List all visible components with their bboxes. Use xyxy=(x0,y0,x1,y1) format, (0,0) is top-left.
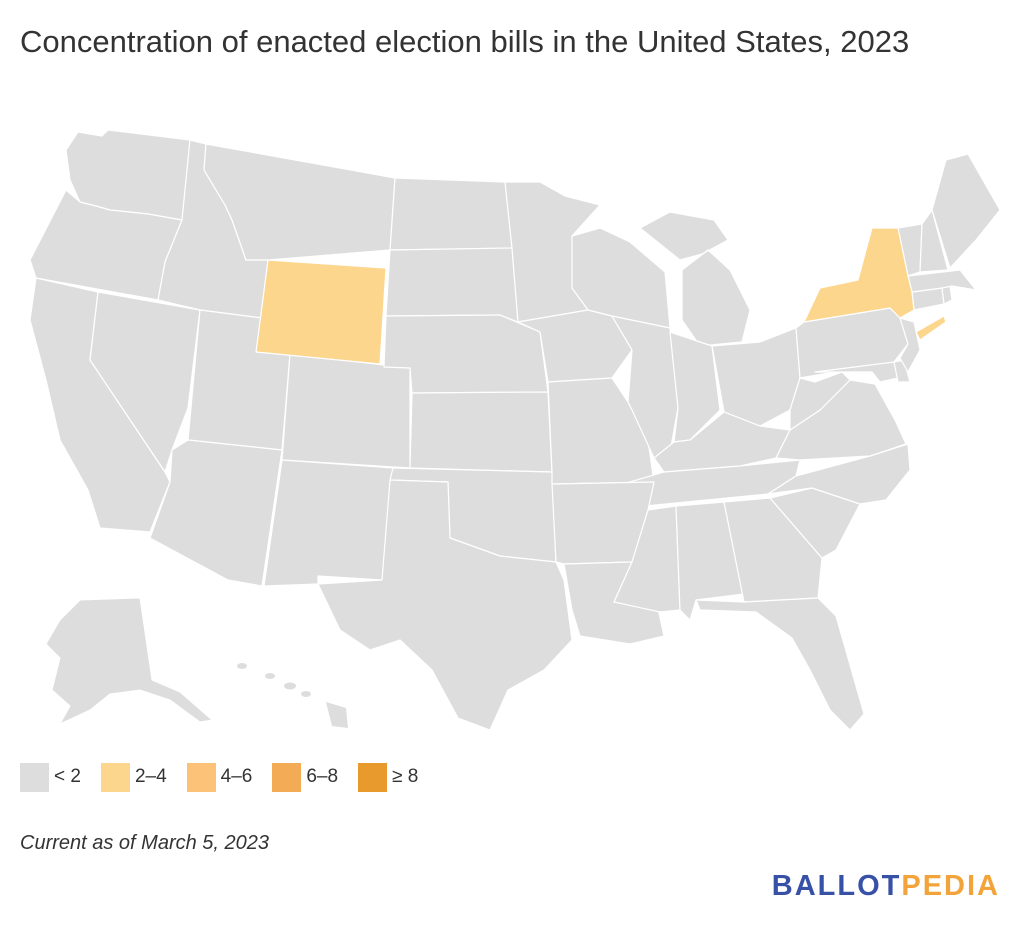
legend-swatch xyxy=(358,762,388,792)
legend: < 2 2–4 4–6 6–8 ≥ 8 xyxy=(20,762,438,792)
state-arizona xyxy=(149,439,283,587)
state-rhode-island xyxy=(941,285,953,305)
legend-label: 2–4 xyxy=(134,766,167,787)
state-south-dakota xyxy=(385,247,519,323)
state-michigan xyxy=(639,211,751,347)
state-hawaii xyxy=(237,663,348,728)
state-georgia xyxy=(723,497,823,603)
state-texas xyxy=(317,479,573,731)
state-wyoming xyxy=(255,259,387,365)
state-north-dakota xyxy=(389,177,513,251)
state-florida xyxy=(695,597,865,731)
state-west-virginia xyxy=(789,371,851,431)
state-kansas xyxy=(409,391,553,473)
legend-label: < 2 xyxy=(54,766,81,787)
state-delaware xyxy=(893,359,911,383)
chart-title: Concentration of enacted election bills … xyxy=(20,24,910,59)
legend-item: < 2 xyxy=(20,762,81,792)
state-maine xyxy=(931,153,1001,269)
legend-swatch xyxy=(272,762,302,792)
state-new-jersey xyxy=(899,317,921,373)
logo-part-pedia: PEDIA xyxy=(901,870,1000,902)
mainland-states xyxy=(29,129,1001,731)
legend-label: 4–6 xyxy=(220,766,253,787)
state-new-mexico xyxy=(263,459,394,587)
legend-item: 2–4 xyxy=(100,762,167,792)
legend-item: 6–8 xyxy=(272,762,339,792)
state-colorado xyxy=(281,353,411,469)
legend-label: ≥ 8 xyxy=(392,766,419,787)
us-map xyxy=(0,110,1024,750)
legend-label: 6–8 xyxy=(306,766,339,787)
state-missouri xyxy=(547,377,655,485)
ballotpedia-logo[interactable]: BALLOTPEDIA xyxy=(772,870,1000,903)
legend-item: ≥ 8 xyxy=(358,762,419,792)
state-new-york xyxy=(803,227,947,341)
legend-swatch xyxy=(20,762,49,792)
footnote: Current as of March 5, 2023 xyxy=(20,832,270,854)
highlighted-states xyxy=(255,227,947,365)
us-map-svg xyxy=(29,129,1001,731)
legend-swatch xyxy=(100,762,130,792)
legend-swatch xyxy=(186,762,216,792)
state-alaska xyxy=(45,597,214,726)
state-south-carolina xyxy=(769,487,861,559)
state-new-hampshire xyxy=(919,209,949,273)
logo-part-ballot: BALLOT xyxy=(771,870,902,902)
legend-item: 4–6 xyxy=(186,762,253,792)
state-north-carolina xyxy=(767,443,911,505)
